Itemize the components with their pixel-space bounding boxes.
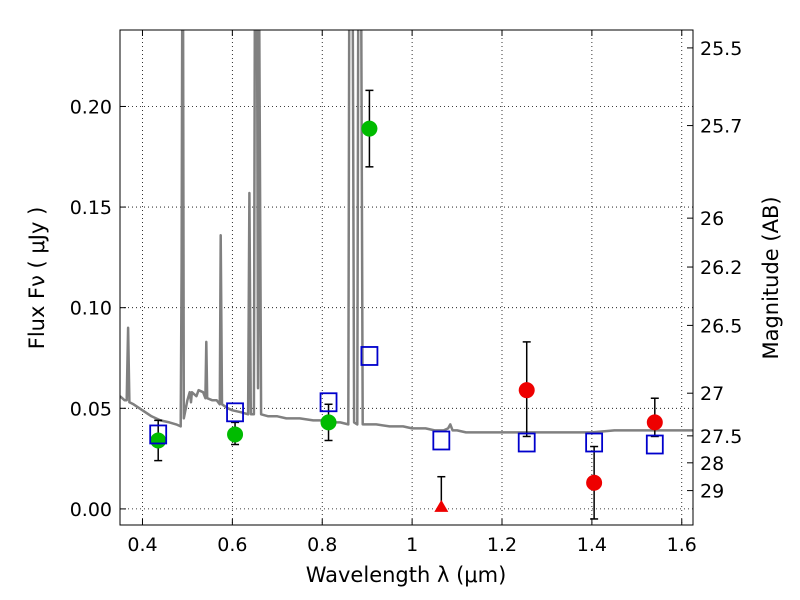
- x-tick-label: 1.6: [667, 534, 697, 556]
- model-flux-square: [645, 434, 664, 455]
- hst-flux-point: [361, 120, 378, 137]
- right-tick-label: 26.2: [700, 257, 742, 279]
- x-tick-label: 1: [406, 534, 418, 556]
- errorbar-layer: [154, 89, 659, 520]
- y-tick-label: 0.10: [70, 298, 112, 320]
- model-spectrum-layer: [120, 30, 693, 434]
- model-flux-square: [319, 392, 338, 413]
- model-flux-square: [360, 346, 379, 366]
- hst-flux-point: [320, 414, 337, 431]
- hst-flux-point: [150, 432, 167, 449]
- x-tick-label: 0.6: [217, 534, 247, 556]
- ir-flux-point: [586, 474, 603, 491]
- ir-flux-point: [646, 414, 663, 431]
- x-tick-label: 0.8: [307, 534, 337, 556]
- hst-flux-point: [227, 426, 244, 443]
- right-tick-label: 25.7: [700, 116, 742, 138]
- grid-lines: [120, 30, 693, 525]
- y-axis-label: Flux Fν ( μJy ): [25, 207, 49, 350]
- right-tick-label: 28: [700, 453, 724, 475]
- x-tick-label: 0.4: [127, 534, 157, 556]
- right-tick-label: 27.5: [700, 426, 742, 448]
- x-axis-label: Wavelength λ (μm): [306, 563, 507, 587]
- x-tick-label: 1.4: [577, 534, 607, 556]
- y-tick-label: 0.00: [70, 499, 112, 521]
- model-flux-square: [517, 432, 536, 453]
- right-tick-label: 25.5: [700, 38, 742, 60]
- x-axis-ticks: 0.4 0.6 0.8 1 1.2 1.4 1.6: [127, 30, 697, 556]
- right-axis-label: Magnitude (AB): [759, 196, 783, 359]
- marker-layer: [149, 120, 664, 512]
- right-tick-label: 26.5: [700, 315, 742, 337]
- y-tick-label: 0.15: [70, 197, 112, 219]
- y-tick-label: 0.05: [70, 398, 112, 420]
- right-tick-label: 29: [700, 481, 724, 503]
- model-spectrum-line: [120, 30, 693, 434]
- model-flux-square: [432, 430, 451, 451]
- right-tick-label: 27: [700, 383, 724, 405]
- y-tick-label: 0.20: [70, 96, 112, 118]
- x-tick-label: 1.2: [487, 534, 517, 556]
- ir-flux-point: [518, 382, 535, 399]
- right-tick-label: 26: [700, 208, 724, 230]
- model-flux-square: [585, 432, 604, 453]
- plot-frame: [119, 29, 694, 526]
- model-flux-square: [149, 424, 168, 445]
- upper-limit-triangle: [434, 499, 449, 512]
- y-axis-ticks: 0.00 0.05 0.10 0.15 0.20: [70, 96, 126, 521]
- model-flux-square: [226, 402, 244, 423]
- right-axis-ticks: 25.5 25.7 26 26.2 26.5 27 27.5 28 29: [687, 38, 742, 503]
